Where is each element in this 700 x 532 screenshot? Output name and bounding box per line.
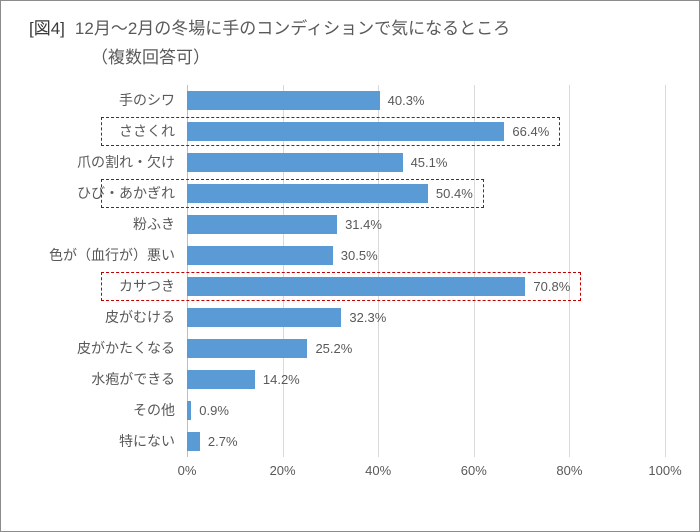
bar bbox=[187, 184, 428, 203]
value-label: 40.3% bbox=[388, 85, 425, 116]
value-label: 14.2% bbox=[263, 364, 300, 395]
figure-label: [図4] bbox=[29, 19, 65, 38]
chart-title: 12月～2月の冬場に手のコンディションで気になるところ bbox=[75, 19, 510, 38]
bar-wrap: 25.2% bbox=[187, 333, 665, 364]
x-tick-label: 0% bbox=[178, 463, 197, 478]
category-label: 粉ふき bbox=[49, 209, 181, 240]
value-label: 70.8% bbox=[533, 271, 570, 302]
category-label: 皮がむける bbox=[49, 302, 181, 333]
bar bbox=[187, 308, 341, 327]
bar-wrap: 0.9% bbox=[187, 395, 665, 426]
category-label: その他 bbox=[49, 395, 181, 426]
category-label: 特にない bbox=[49, 426, 181, 457]
chart-subtitle: （複数回答可） bbox=[91, 44, 510, 71]
bar bbox=[187, 401, 191, 420]
x-tick-label: 100% bbox=[648, 463, 681, 478]
category-label: 色が（血行が）悪い bbox=[49, 240, 181, 271]
bar bbox=[187, 122, 504, 141]
chart-row: ひび・あかぎれ 50.4% bbox=[49, 178, 665, 209]
bar bbox=[187, 246, 333, 265]
value-label: 31.4% bbox=[345, 209, 382, 240]
category-label: カサつき bbox=[49, 271, 181, 302]
chart-row: 手のシワ 40.3% bbox=[49, 85, 665, 116]
chart-row: 皮がむける 32.3% bbox=[49, 302, 665, 333]
x-tick-label: 20% bbox=[270, 463, 296, 478]
chart-row: その他 0.9% bbox=[49, 395, 665, 426]
x-tick-label: 40% bbox=[365, 463, 391, 478]
chart-row: ささくれ 66.4% bbox=[49, 116, 665, 147]
chart-row: 特にない 2.7% bbox=[49, 426, 665, 457]
category-label: ひび・あかぎれ bbox=[49, 178, 181, 209]
category-label: 水疱ができる bbox=[49, 364, 181, 395]
bar bbox=[187, 370, 255, 389]
value-label: 32.3% bbox=[349, 302, 386, 333]
bar bbox=[187, 432, 200, 451]
chart-row: 皮がかたくなる 25.2% bbox=[49, 333, 665, 364]
bar-wrap: 70.8% bbox=[187, 271, 665, 302]
bar-wrap: 50.4% bbox=[187, 178, 665, 209]
value-label: 25.2% bbox=[315, 333, 352, 364]
bar-wrap: 45.1% bbox=[187, 147, 665, 178]
chart-title-block: [図4] 12月～2月の冬場に手のコンディションで気になるところ （複数回答可） bbox=[29, 15, 510, 71]
chart-plot-area: 手のシワ 40.3% ささくれ 66.4% 爪の割れ・欠け 45.1% ひび・あかぎれ 50.… bbox=[49, 85, 665, 491]
bar-wrap: 31.4% bbox=[187, 209, 665, 240]
bar bbox=[187, 277, 525, 296]
category-label: 爪の割れ・欠け bbox=[49, 147, 181, 178]
x-tick-label: 80% bbox=[556, 463, 582, 478]
bar bbox=[187, 215, 337, 234]
chart-row: 粉ふき 31.4% bbox=[49, 209, 665, 240]
bar bbox=[187, 339, 307, 358]
bar-wrap: 2.7% bbox=[187, 426, 665, 457]
bar-wrap: 30.5% bbox=[187, 240, 665, 271]
value-label: 2.7% bbox=[208, 426, 238, 457]
bar-wrap: 14.2% bbox=[187, 364, 665, 395]
value-label: 45.1% bbox=[411, 147, 448, 178]
x-tick-label: 60% bbox=[461, 463, 487, 478]
bar-wrap: 40.3% bbox=[187, 85, 665, 116]
value-label: 30.5% bbox=[341, 240, 378, 271]
chart-row: 色が（血行が）悪い 30.5% bbox=[49, 240, 665, 271]
value-label: 0.9% bbox=[199, 395, 229, 426]
gridline bbox=[665, 85, 666, 457]
chart-row: 水疱ができる 14.2% bbox=[49, 364, 665, 395]
chart-frame: [図4]12月～2月の冬場に手のコンディションで気になるところ （複数回答可） … bbox=[0, 0, 700, 532]
category-label: ささくれ bbox=[49, 116, 181, 147]
bar-wrap: 32.3% bbox=[187, 302, 665, 333]
value-label: 66.4% bbox=[512, 116, 549, 147]
bar bbox=[187, 91, 380, 110]
bar bbox=[187, 153, 403, 172]
bar-wrap: 66.4% bbox=[187, 116, 665, 147]
chart-row: 爪の割れ・欠け 45.1% bbox=[49, 147, 665, 178]
value-label: 50.4% bbox=[436, 178, 473, 209]
x-axis-tick-labels: 0%20%40%60%80%100% bbox=[187, 463, 665, 483]
category-label: 手のシワ bbox=[49, 85, 181, 116]
category-label: 皮がかたくなる bbox=[49, 333, 181, 364]
chart-row: カサつき 70.8% bbox=[49, 271, 665, 302]
